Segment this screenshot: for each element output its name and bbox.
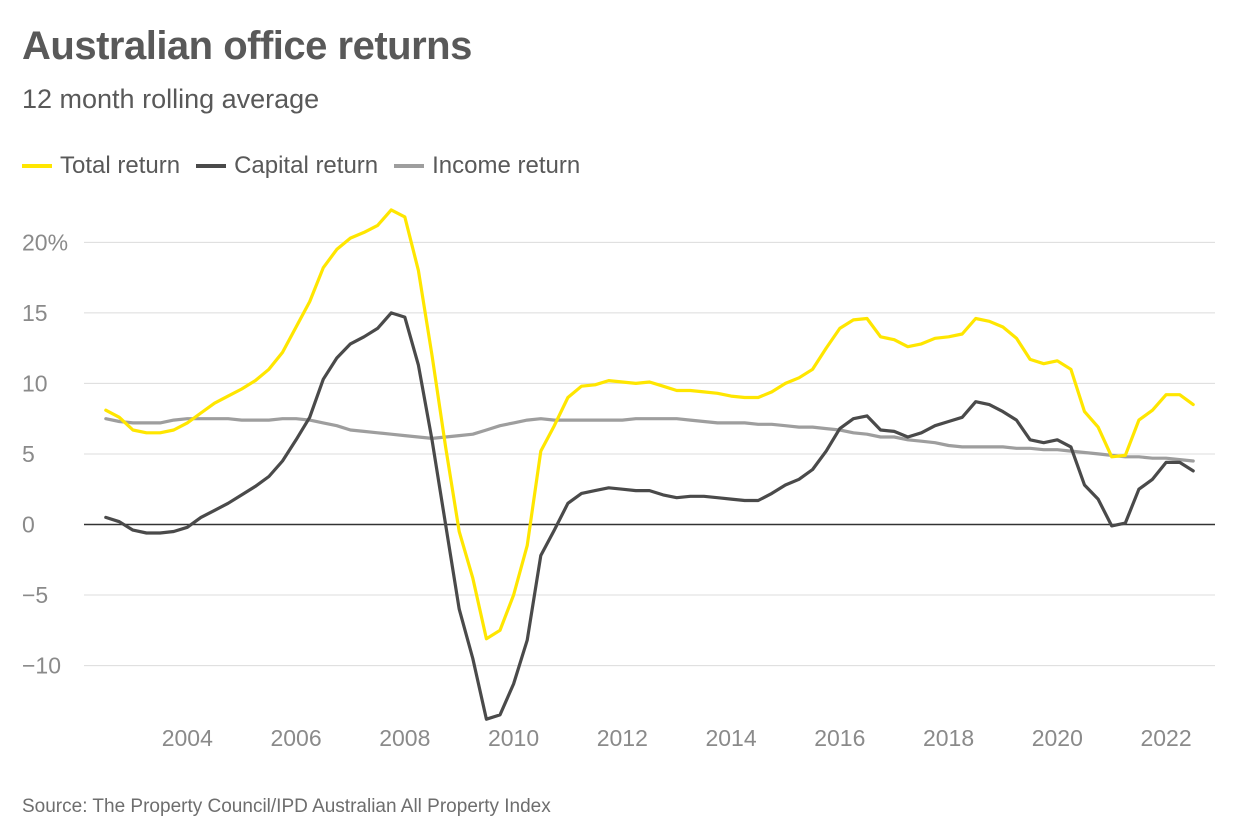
y-tick-label: 5 [22,441,35,467]
legend-label-total-return: Total return [60,152,181,179]
chart-subtitle: 12 month rolling average [22,84,320,114]
legend-item-income-return: Income return [394,152,580,180]
x-tick-label: 2022 [1140,725,1191,751]
y-tick-label: −5 [22,582,48,608]
legend-item-capital-return: Capital return [196,152,378,180]
chart-title: Australian office returns [22,24,472,68]
x-tick-label: 2018 [923,725,974,751]
legend-swatch-total-return [22,164,52,168]
y-tick-label: 0 [22,511,35,537]
legend-label-capital-return: Capital return [234,152,379,179]
x-tick-label: 2008 [379,725,430,751]
source-note: Source: The Property Council/IPD Austral… [22,796,551,817]
y-tick-label: −10 [22,653,61,679]
y-tick-label: 15 [22,300,48,326]
x-tick-label: 2010 [488,725,539,751]
x-tick-label: 2006 [270,725,321,751]
x-tick-label: 2014 [705,725,756,751]
x-tick-label: 2016 [814,725,865,751]
legend-item-total-return: Total return [22,152,180,180]
x-tick-label: 2012 [597,725,648,751]
income-return-line [104,417,1195,463]
capital-return-line [104,311,1195,721]
y-tick-label: 10 [22,370,48,396]
legend-swatch-capital-return [196,164,227,168]
y-tick-label: 20% [22,229,68,255]
chart-legend: Total return Capital return Income retur… [22,152,596,180]
legend-swatch-income-return [394,164,425,168]
legend-label-income-return: Income return [432,152,581,179]
x-tick-label: 2004 [162,725,213,751]
x-tick-label: 2020 [1032,725,1083,751]
total-return-line [104,208,1195,641]
